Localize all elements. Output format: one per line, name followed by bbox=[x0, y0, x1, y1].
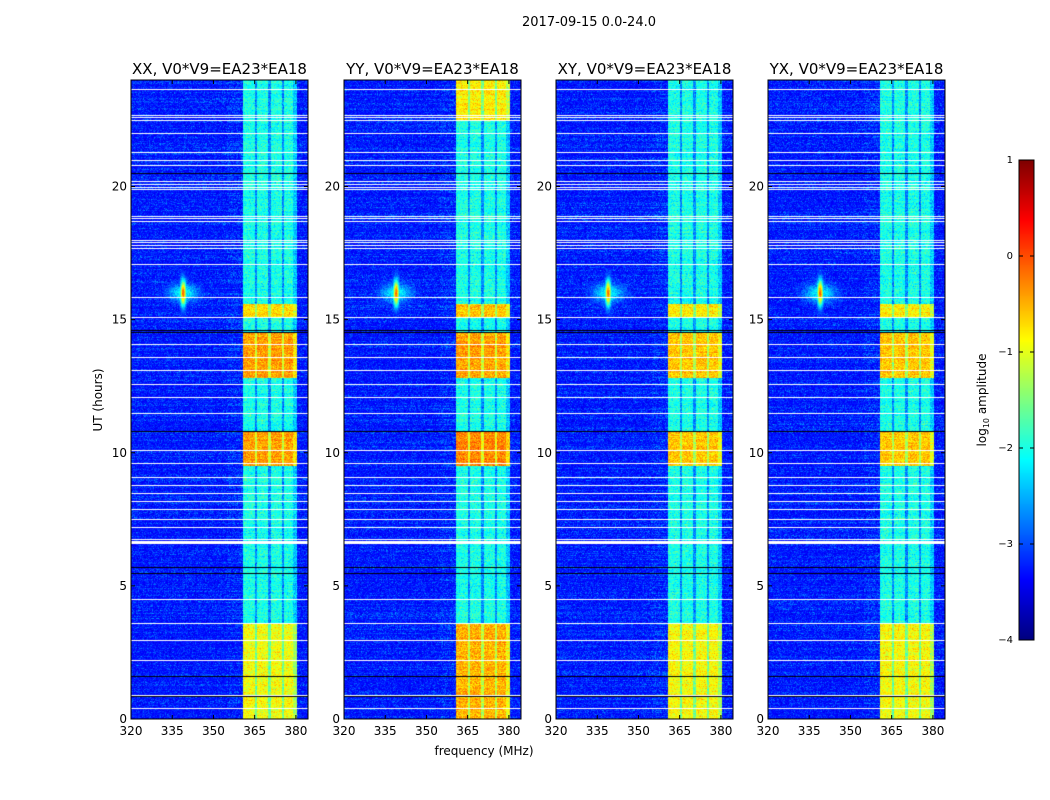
panel-title-1: XX, V0*V9=EA23*EA18 bbox=[132, 60, 307, 78]
spectrogram-panel-1 bbox=[131, 80, 308, 719]
y-tick-label: 10 bbox=[537, 446, 552, 460]
y-axis-label: UT (hours) bbox=[91, 368, 105, 431]
x-tick-label: 335 bbox=[586, 724, 609, 738]
x-tick-label: 365 bbox=[243, 724, 266, 738]
y-tick-label: 5 bbox=[544, 579, 552, 593]
colorbar-tick-label: 1 bbox=[1007, 155, 1013, 166]
x-tick-label: 380 bbox=[497, 724, 520, 738]
y-tick-label: 5 bbox=[119, 579, 127, 593]
x-tick-label: 320 bbox=[120, 724, 143, 738]
x-tick-label: 350 bbox=[202, 724, 225, 738]
colorbar-tick-label: −4 bbox=[998, 635, 1013, 646]
panel-frame-2 bbox=[343, 79, 522, 720]
y-tick-label: 20 bbox=[749, 180, 764, 194]
x-tick-label: 320 bbox=[545, 724, 568, 738]
colorbar-label: log10 amplitude bbox=[975, 354, 991, 447]
y-tick-label: 20 bbox=[112, 180, 127, 194]
panel-title-4: YX, V0*V9=EA23*EA18 bbox=[769, 60, 944, 78]
x-tick-label: 335 bbox=[798, 724, 821, 738]
x-tick-label: 335 bbox=[374, 724, 397, 738]
panel-frame-3 bbox=[555, 79, 734, 720]
panel-frame-4 bbox=[767, 79, 946, 720]
spectrogram-panel-2 bbox=[344, 80, 521, 719]
y-tick-label: 0 bbox=[332, 712, 340, 726]
y-tick-label: 10 bbox=[749, 446, 764, 460]
x-tick-label: 365 bbox=[880, 724, 903, 738]
x-tick-label: 350 bbox=[627, 724, 650, 738]
x-tick-label: 365 bbox=[668, 724, 691, 738]
y-tick-label: 0 bbox=[544, 712, 552, 726]
x-tick-label: 350 bbox=[839, 724, 862, 738]
y-tick-label: 20 bbox=[537, 180, 552, 194]
panel-frame-1 bbox=[130, 79, 309, 720]
colorbar-tick-label: −2 bbox=[998, 443, 1013, 454]
panel-title-3: XY, V0*V9=EA23*EA18 bbox=[558, 60, 732, 78]
colorbar-frame bbox=[1018, 159, 1035, 641]
colorbar-tick-label: −3 bbox=[998, 539, 1013, 550]
x-tick-label: 350 bbox=[415, 724, 438, 738]
y-tick-label: 5 bbox=[332, 579, 340, 593]
x-tick-label: 380 bbox=[284, 724, 307, 738]
x-axis-label: frequency (MHz) bbox=[434, 744, 533, 758]
colorbar-tick-label: 0 bbox=[1007, 251, 1013, 262]
y-tick-label: 15 bbox=[749, 313, 764, 327]
y-tick-label: 15 bbox=[112, 313, 127, 327]
x-tick-label: 320 bbox=[757, 724, 780, 738]
y-tick-label: 20 bbox=[325, 180, 340, 194]
spectrogram-panel-4 bbox=[768, 80, 945, 719]
y-tick-label: 15 bbox=[325, 313, 340, 327]
y-tick-label: 15 bbox=[537, 313, 552, 327]
x-tick-label: 380 bbox=[709, 724, 732, 738]
x-tick-label: 380 bbox=[921, 724, 944, 738]
spectrogram-panel-3 bbox=[556, 80, 733, 719]
x-tick-label: 365 bbox=[456, 724, 479, 738]
x-tick-label: 335 bbox=[161, 724, 184, 738]
y-tick-label: 5 bbox=[756, 579, 764, 593]
figure-title: 2017-09-15 0.0-24.0 bbox=[522, 15, 656, 30]
y-tick-label: 0 bbox=[756, 712, 764, 726]
y-tick-label: 10 bbox=[112, 446, 127, 460]
y-tick-label: 0 bbox=[119, 712, 127, 726]
x-tick-label: 320 bbox=[333, 724, 356, 738]
y-tick-label: 10 bbox=[325, 446, 340, 460]
colorbar bbox=[1019, 160, 1034, 640]
panel-title-2: YY, V0*V9=EA23*EA18 bbox=[345, 60, 519, 78]
colorbar-tick-label: −1 bbox=[998, 347, 1013, 358]
